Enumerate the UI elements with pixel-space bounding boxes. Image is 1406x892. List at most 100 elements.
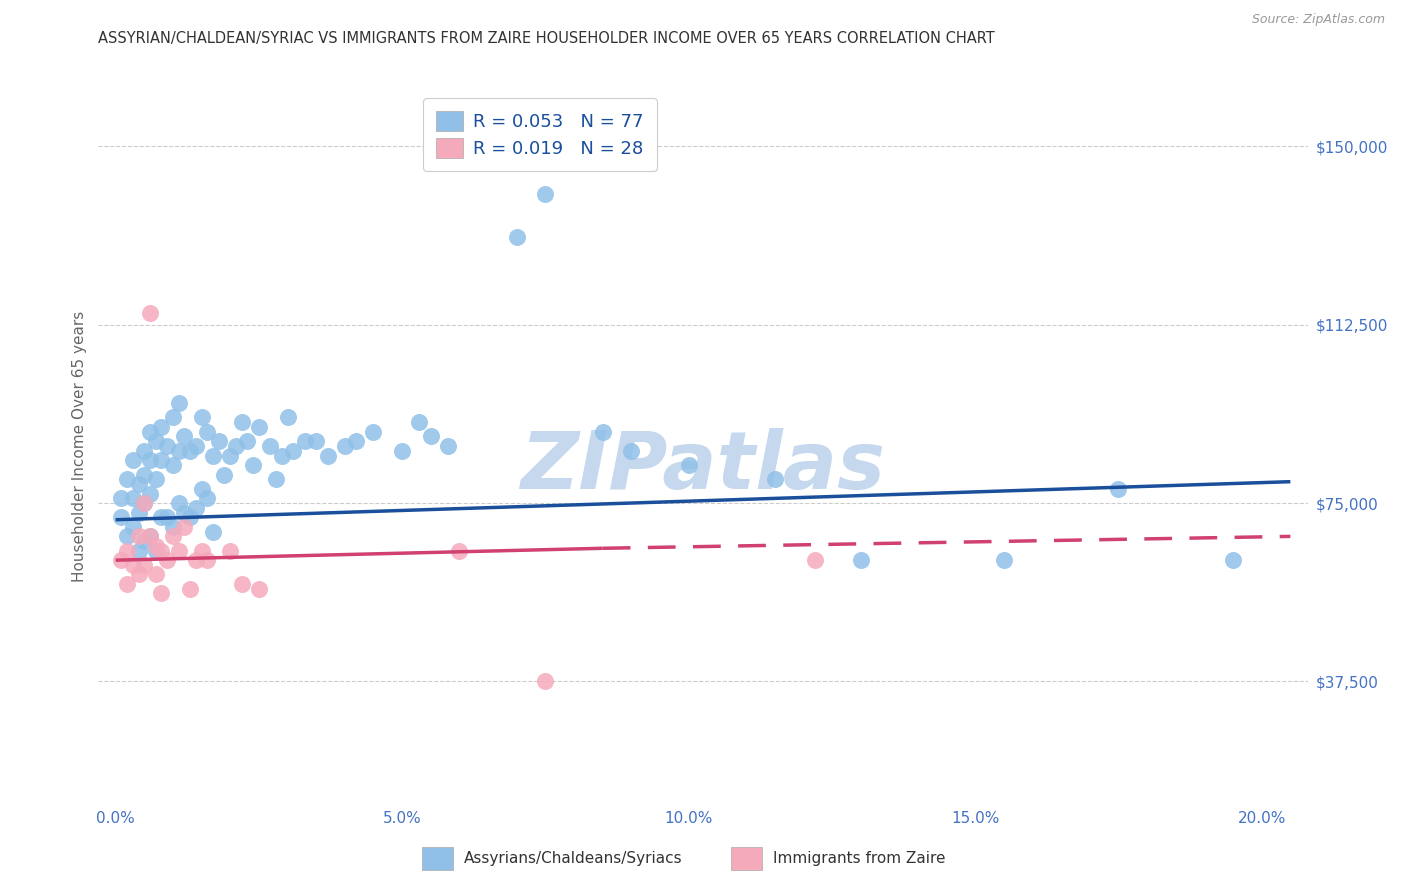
Point: [264, 472, 287, 486]
Point: [190, 543, 212, 558]
Point: [184, 553, 207, 567]
Point: [162, 520, 184, 534]
Point: [121, 453, 143, 467]
Point: [305, 434, 328, 449]
Point: [506, 229, 529, 244]
Point: [534, 674, 557, 689]
Point: [219, 543, 242, 558]
Point: [184, 500, 207, 515]
Point: [167, 396, 190, 410]
Point: [179, 582, 201, 596]
Point: [139, 486, 162, 500]
Point: [121, 491, 143, 506]
Point: [419, 429, 441, 443]
Point: [225, 439, 247, 453]
Point: [678, 458, 700, 472]
Point: [173, 429, 195, 443]
Point: [283, 443, 305, 458]
Point: [363, 425, 385, 439]
Point: [449, 543, 471, 558]
Point: [195, 553, 218, 567]
Point: [145, 567, 167, 582]
Point: [121, 520, 143, 534]
Point: [145, 472, 167, 486]
Point: [134, 443, 156, 458]
Point: [128, 543, 150, 558]
Point: [184, 439, 207, 453]
Point: [134, 558, 156, 572]
Point: [156, 510, 179, 524]
Point: [150, 510, 173, 524]
Point: [1222, 553, 1244, 567]
Point: [134, 496, 156, 510]
Point: [333, 439, 356, 453]
Point: [202, 449, 225, 463]
Point: [277, 410, 299, 425]
Point: [259, 439, 281, 453]
Text: ASSYRIAN/CHALDEAN/SYRIAC VS IMMIGRANTS FROM ZAIRE HOUSEHOLDER INCOME OVER 65 YEA: ASSYRIAN/CHALDEAN/SYRIAC VS IMMIGRANTS F…: [98, 31, 995, 46]
Y-axis label: Householder Income Over 65 years: Householder Income Over 65 years: [72, 310, 87, 582]
Point: [173, 520, 195, 534]
Point: [110, 510, 132, 524]
Point: [236, 434, 259, 449]
Point: [270, 449, 292, 463]
Point: [128, 477, 150, 491]
Point: [110, 491, 132, 506]
Point: [145, 539, 167, 553]
Point: [195, 425, 218, 439]
Point: [208, 434, 231, 449]
Point: [849, 553, 872, 567]
Point: [162, 458, 184, 472]
Point: [1107, 482, 1129, 496]
Point: [316, 449, 339, 463]
Point: [128, 567, 150, 582]
Point: [128, 529, 150, 543]
Point: [139, 425, 162, 439]
Point: [219, 449, 242, 463]
Point: [993, 553, 1015, 567]
Point: [190, 410, 212, 425]
Point: [294, 434, 316, 449]
Point: [408, 415, 430, 429]
Point: [534, 186, 557, 201]
Point: [139, 529, 162, 543]
Point: [110, 553, 132, 567]
Point: [134, 534, 156, 549]
Point: [121, 558, 143, 572]
Point: [391, 443, 413, 458]
Point: [128, 506, 150, 520]
Point: [150, 420, 173, 434]
Point: [115, 472, 138, 486]
Point: [115, 577, 138, 591]
Point: [344, 434, 367, 449]
Point: [803, 553, 825, 567]
Point: [763, 472, 786, 486]
Point: [115, 543, 138, 558]
Text: ZIPatlas: ZIPatlas: [520, 428, 886, 507]
Legend: R = 0.053   N = 77, R = 0.019   N = 28: R = 0.053 N = 77, R = 0.019 N = 28: [423, 98, 657, 170]
Point: [214, 467, 236, 482]
Point: [179, 510, 201, 524]
Point: [134, 496, 156, 510]
Point: [231, 415, 253, 429]
Point: [139, 306, 162, 320]
Point: [437, 439, 460, 453]
Point: [150, 586, 173, 600]
Point: [162, 410, 184, 425]
Point: [202, 524, 225, 539]
Point: [592, 425, 614, 439]
Point: [167, 443, 190, 458]
Point: [167, 496, 190, 510]
Point: [620, 443, 643, 458]
Point: [242, 458, 264, 472]
Point: [145, 543, 167, 558]
Point: [145, 434, 167, 449]
Point: [247, 582, 270, 596]
Point: [115, 529, 138, 543]
Point: [139, 453, 162, 467]
Point: [190, 482, 212, 496]
Text: Source: ZipAtlas.com: Source: ZipAtlas.com: [1251, 13, 1385, 27]
Point: [179, 443, 201, 458]
Point: [139, 529, 162, 543]
Point: [173, 506, 195, 520]
